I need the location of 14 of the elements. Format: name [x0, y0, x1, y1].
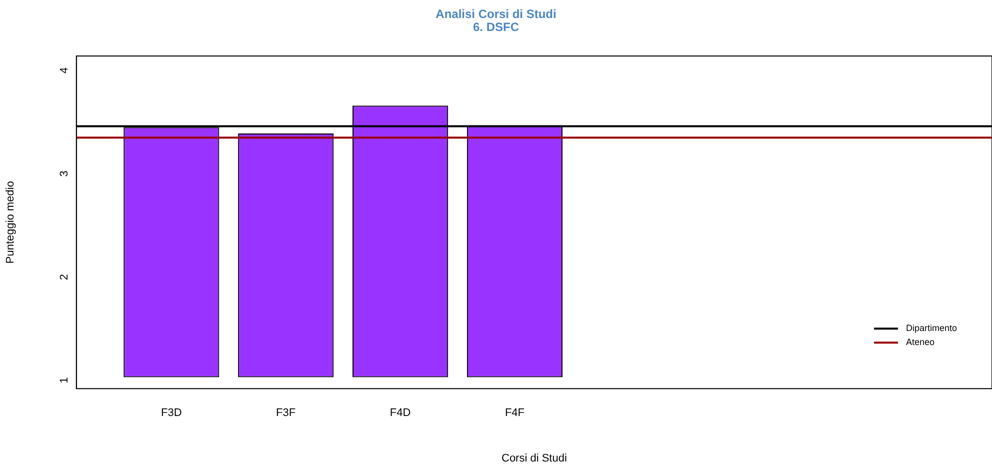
y-axis-title: Punteggio medio: [4, 181, 17, 264]
chart-subtitle: 6. DSFC: [472, 20, 520, 34]
x-tick-label: F4F: [504, 407, 525, 420]
x-tick-label: F3F: [276, 407, 296, 420]
y-tick-label: 4: [58, 67, 70, 74]
x-tick-label: F4D: [390, 407, 411, 420]
chart-title: Analisi Corsi di Studi: [434, 7, 558, 21]
y-tick-label: 3: [58, 170, 70, 177]
legend-label: Ateneo: [906, 337, 935, 348]
x-axis-title: Corsi di Studi: [501, 452, 567, 464]
y-tick-label: 1: [58, 377, 70, 384]
legend-label: Dipartimento: [906, 323, 958, 334]
y-tick-label: 2: [58, 274, 70, 280]
x-tick-label: F3D: [161, 407, 182, 420]
